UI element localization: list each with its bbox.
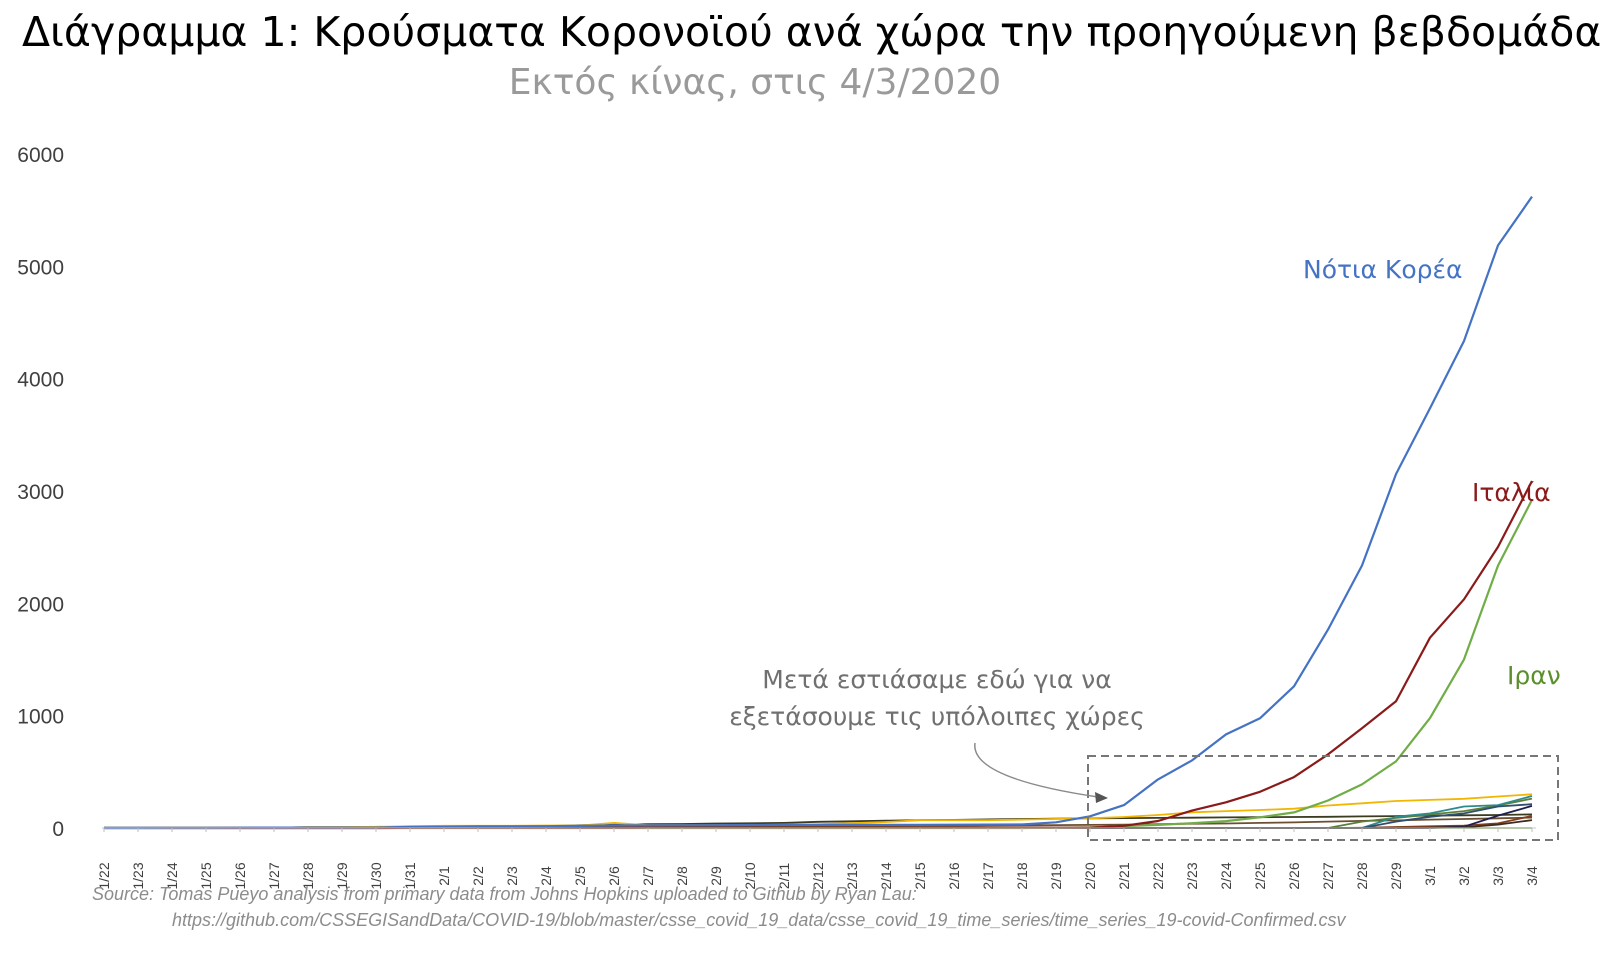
y-tick-label: 3000 bbox=[17, 481, 64, 504]
x-tick-label: 1/23 bbox=[130, 862, 146, 889]
series-line-6 bbox=[104, 795, 1533, 829]
chart-subtitle: Εκτός κίνας, στις 4/3/2020 bbox=[508, 62, 1002, 103]
x-tick-label: 2/26 bbox=[1286, 862, 1302, 889]
x-tick-label: 2/5 bbox=[572, 866, 588, 886]
x-tick-label: 2/21 bbox=[1116, 862, 1132, 889]
focus-region-box bbox=[1087, 755, 1559, 841]
y-tick-label: 0 bbox=[52, 818, 64, 841]
series-line-2 bbox=[104, 499, 1533, 830]
x-tick-label: 3/3 bbox=[1490, 866, 1506, 886]
annotation-arrow bbox=[974, 742, 1099, 798]
x-tick-label: 1/31 bbox=[402, 862, 418, 889]
x-tick-label: 1/29 bbox=[334, 862, 350, 889]
series-label-south-korea: Νότια Κορέα bbox=[1303, 255, 1463, 284]
x-tick-label: 2/4 bbox=[538, 866, 554, 886]
x-tick-label: 1/22 bbox=[96, 862, 112, 889]
x-tick-label: 3/2 bbox=[1456, 866, 1472, 886]
x-tick-label: 2/10 bbox=[742, 862, 758, 889]
y-tick-label: 2000 bbox=[17, 593, 64, 616]
x-tick-label: 2/22 bbox=[1150, 862, 1166, 889]
x-tick-label: 1/27 bbox=[266, 862, 282, 889]
x-tick-label: 2/18 bbox=[1014, 862, 1030, 889]
x-tick-label: 2/25 bbox=[1252, 862, 1268, 889]
x-tick-label: 2/28 bbox=[1354, 862, 1370, 889]
x-tick-label: 2/24 bbox=[1218, 862, 1234, 889]
x-tick-label: 1/30 bbox=[368, 862, 384, 889]
annotation-arrowhead bbox=[1095, 792, 1108, 803]
y-tick-label: 4000 bbox=[17, 369, 64, 392]
x-tick-label: 3/1 bbox=[1422, 866, 1438, 886]
x-tick-label: 3/4 bbox=[1524, 866, 1540, 886]
x-tick-label: 2/11 bbox=[776, 863, 792, 889]
x-tick-label: 2/17 bbox=[980, 862, 996, 889]
x-tick-label: 1/28 bbox=[300, 862, 316, 889]
x-tick-label: 2/29 bbox=[1388, 862, 1404, 889]
y-tick-label: 6000 bbox=[17, 144, 64, 167]
x-tick-label: 2/13 bbox=[844, 862, 860, 889]
series-label-iran: Ιραν bbox=[1507, 661, 1561, 690]
x-tick-label: 2/7 bbox=[640, 866, 656, 886]
source-url: https://github.com/CSSEGISandData/COVID-… bbox=[172, 910, 1346, 930]
annotation-line-1: Μετά εστιάσαμε εδώ για να bbox=[762, 665, 1111, 694]
x-tick-label: 2/19 bbox=[1048, 862, 1064, 889]
x-tick-label: 1/25 bbox=[198, 862, 214, 889]
axis-layer: 0 1000 2000 3000 4000 5000 6000 1/22 1/23 1/24 1/2… bbox=[17, 144, 1540, 890]
x-tick-label: 2/1 bbox=[436, 866, 452, 886]
series-line-0 bbox=[104, 195, 1533, 830]
x-tick-label: 2/15 bbox=[912, 862, 928, 889]
x-tick-label: 2/3 bbox=[504, 866, 520, 886]
annotation-line-2: εξετάσουμε τις υπόλοιπες χώρες bbox=[729, 702, 1145, 731]
x-tick-label: 2/9 bbox=[708, 866, 724, 886]
source-note: Source: Tomas Pueyo analysis from primar… bbox=[92, 884, 917, 904]
x-tick-label: 2/27 bbox=[1320, 862, 1336, 889]
series-line-3 bbox=[103, 793, 1533, 829]
x-tick-label: 2/6 bbox=[606, 866, 622, 886]
x-tick-label: 2/23 bbox=[1184, 862, 1200, 889]
y-tick-label: 5000 bbox=[17, 256, 64, 279]
series-label-italy: Ιταλία bbox=[1472, 478, 1551, 507]
chart-title: Διάγραμμα 1: Κρούσματα Κορονοϊού ανά χώρ… bbox=[22, 8, 1600, 56]
x-tick-label: 1/26 bbox=[232, 862, 248, 889]
x-tick-label: 2/12 bbox=[810, 862, 826, 889]
x-tick-label: 1/24 bbox=[164, 862, 180, 889]
series-layer bbox=[103, 195, 1533, 830]
x-tick-label: 2/20 bbox=[1082, 862, 1098, 889]
series-line-1 bbox=[104, 480, 1533, 830]
x-tick-label: 2/8 bbox=[674, 866, 690, 886]
x-tick-label: 2/14 bbox=[878, 862, 894, 889]
x-tick-label: 2/16 bbox=[946, 862, 962, 889]
x-tick-label: 2/2 bbox=[470, 866, 486, 886]
y-tick-label: 1000 bbox=[17, 706, 64, 729]
